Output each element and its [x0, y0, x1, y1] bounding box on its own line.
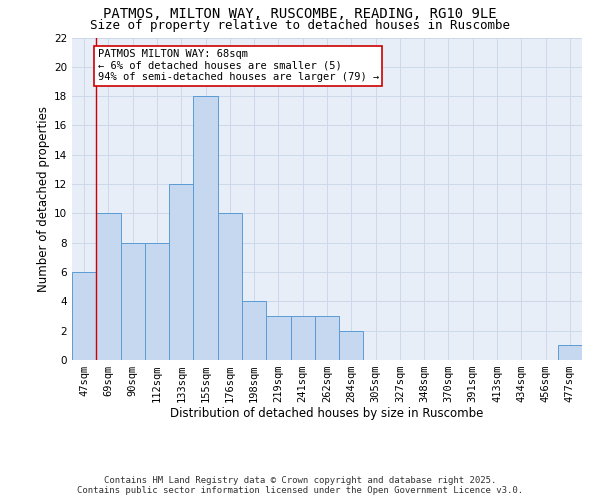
Bar	[290, 316, 315, 360]
Bar	[169, 184, 193, 360]
Bar	[242, 302, 266, 360]
Text: PATMOS MILTON WAY: 68sqm
← 6% of detached houses are smaller (5)
94% of semi-det: PATMOS MILTON WAY: 68sqm ← 6% of detache…	[97, 49, 379, 82]
Bar	[96, 214, 121, 360]
Bar	[218, 214, 242, 360]
Bar	[266, 316, 290, 360]
Bar	[145, 242, 169, 360]
Bar	[558, 346, 582, 360]
Bar	[72, 272, 96, 360]
Text: Size of property relative to detached houses in Ruscombe: Size of property relative to detached ho…	[90, 19, 510, 32]
X-axis label: Distribution of detached houses by size in Ruscombe: Distribution of detached houses by size …	[170, 406, 484, 420]
Bar	[121, 242, 145, 360]
Bar	[193, 96, 218, 360]
Bar	[339, 330, 364, 360]
Text: PATMOS, MILTON WAY, RUSCOMBE, READING, RG10 9LE: PATMOS, MILTON WAY, RUSCOMBE, READING, R…	[103, 8, 497, 22]
Y-axis label: Number of detached properties: Number of detached properties	[37, 106, 50, 292]
Text: Contains HM Land Registry data © Crown copyright and database right 2025.
Contai: Contains HM Land Registry data © Crown c…	[77, 476, 523, 495]
Bar	[315, 316, 339, 360]
